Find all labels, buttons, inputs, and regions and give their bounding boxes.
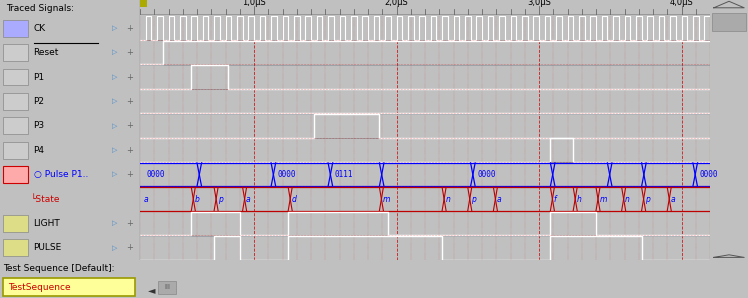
Text: P4: P4: [34, 146, 45, 155]
Text: 3,0μS: 3,0μS: [527, 0, 551, 7]
Text: P1: P1: [34, 72, 45, 81]
Text: +: +: [126, 72, 133, 81]
Text: b: b: [194, 195, 200, 204]
Text: PULSE: PULSE: [34, 243, 62, 252]
Text: +: +: [126, 48, 133, 57]
Text: +: +: [126, 24, 133, 33]
Text: 0000: 0000: [477, 170, 496, 179]
Text: p: p: [218, 195, 222, 204]
Text: ○ Pulse P1..: ○ Pulse P1..: [34, 170, 88, 179]
Text: a: a: [497, 195, 501, 204]
Text: Test Sequence [Default]:: Test Sequence [Default]:: [3, 264, 114, 273]
Text: 1,0μS: 1,0μS: [242, 0, 266, 7]
Text: 0000: 0000: [147, 170, 165, 179]
Text: Reset: Reset: [34, 48, 59, 57]
Text: 0111: 0111: [335, 170, 354, 179]
Text: ▷: ▷: [112, 147, 117, 153]
Text: 0000: 0000: [699, 170, 718, 179]
Text: ▷: ▷: [112, 172, 117, 178]
Text: ▷: ▷: [112, 49, 117, 56]
Bar: [3, 44, 28, 61]
Text: └State: └State: [31, 195, 61, 204]
Text: ▷: ▷: [112, 98, 117, 104]
Text: n: n: [446, 195, 450, 204]
Text: p: p: [645, 195, 650, 204]
Text: CK: CK: [34, 24, 46, 33]
Text: ▷: ▷: [112, 245, 117, 251]
Text: TestSequence: TestSequence: [8, 283, 70, 291]
Text: Traced Signals:: Traced Signals:: [5, 4, 73, 13]
Text: p: p: [471, 195, 476, 204]
Text: 0000: 0000: [278, 170, 296, 179]
Text: +: +: [126, 97, 133, 106]
Text: III: III: [164, 284, 170, 290]
Bar: [3, 278, 135, 296]
Text: +: +: [126, 146, 133, 155]
Text: P3: P3: [34, 121, 45, 130]
Text: m: m: [383, 195, 390, 204]
Text: a: a: [246, 195, 251, 204]
Text: f: f: [554, 195, 557, 204]
Text: +: +: [126, 170, 133, 179]
Text: a: a: [144, 195, 148, 204]
Bar: [158, 281, 176, 294]
Text: +: +: [126, 121, 133, 130]
Bar: [3, 166, 28, 183]
Text: P2: P2: [34, 97, 45, 106]
Bar: [3, 142, 28, 159]
Bar: [3, 117, 28, 134]
Bar: [3, 240, 28, 256]
Text: LIGHT: LIGHT: [34, 219, 61, 228]
Text: d: d: [292, 195, 296, 204]
Text: 4,0μS: 4,0μS: [669, 0, 693, 7]
Text: +: +: [126, 219, 133, 228]
Bar: [3, 20, 28, 37]
Text: m: m: [599, 195, 607, 204]
Bar: [140, 0, 147, 7]
Bar: [3, 215, 28, 232]
Text: ▷: ▷: [112, 25, 117, 31]
Bar: [3, 93, 28, 110]
Text: h: h: [577, 195, 581, 204]
Text: +: +: [126, 243, 133, 252]
Bar: [712, 13, 746, 31]
Text: ▷: ▷: [112, 74, 117, 80]
Text: ◄: ◄: [148, 285, 156, 295]
Text: ▷: ▷: [112, 221, 117, 226]
Text: a: a: [671, 195, 675, 204]
Text: n: n: [625, 195, 630, 204]
Text: 2,0μS: 2,0μS: [384, 0, 408, 7]
Text: ▷: ▷: [112, 123, 117, 129]
Bar: [3, 69, 28, 85]
